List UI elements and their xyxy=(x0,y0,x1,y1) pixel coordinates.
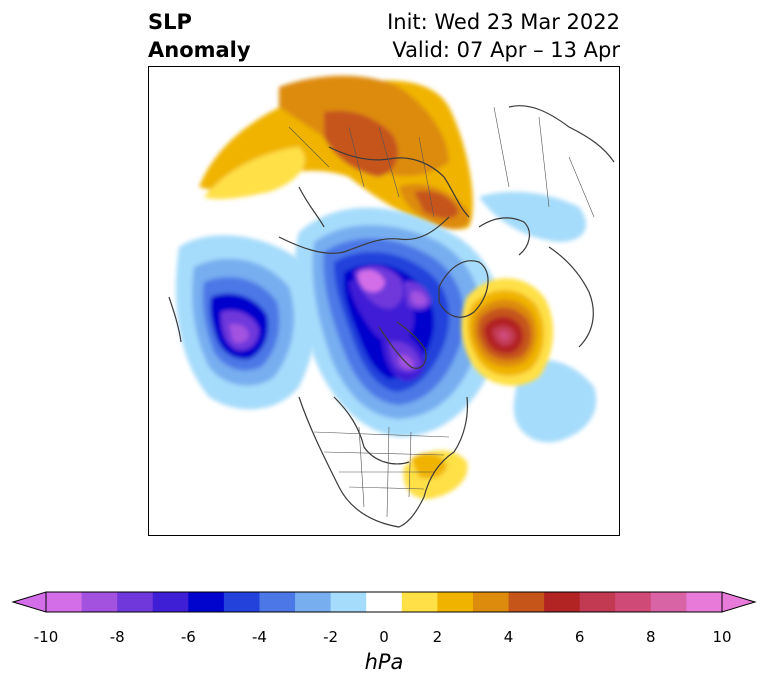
colorbar-segment xyxy=(650,592,687,612)
colorbar-segment xyxy=(579,592,616,612)
map-panel xyxy=(148,66,620,536)
init-date: Init: Wed 23 Mar 2022 xyxy=(387,10,620,34)
forecast-dates: Init: Wed 23 Mar 2022 Valid: 07 Apr – 13… xyxy=(387,8,620,64)
colorbar-tick-label: -10 xyxy=(33,628,59,646)
colorbar-segment xyxy=(259,592,296,612)
title-field: Anomaly xyxy=(148,38,251,62)
title-variable: SLP xyxy=(148,10,192,34)
colorbar-segment xyxy=(330,592,367,612)
colorbar-segment xyxy=(46,592,83,612)
colorbar-tick-label: 0 xyxy=(379,628,389,646)
negative-anomaly-pacific xyxy=(175,235,318,410)
positive-anomaly-atlantic xyxy=(461,278,554,386)
colorbar-segment xyxy=(544,592,581,612)
map-title: SLP Anomaly xyxy=(148,8,251,64)
colorbar-segment xyxy=(401,592,438,612)
colorbar-segment xyxy=(472,592,510,612)
positive-anomaly-east-coast xyxy=(403,450,468,500)
colorbar-segments xyxy=(46,592,723,612)
colorbar-segment xyxy=(81,592,118,612)
colorbar-segment xyxy=(366,592,403,612)
colorbar-segment xyxy=(295,592,332,612)
colorbar-tick-label: -8 xyxy=(109,628,125,646)
colorbar xyxy=(11,591,757,613)
colorbar-segment xyxy=(615,592,652,612)
colorbar-segment xyxy=(686,592,723,612)
negative-anomaly-atlantic xyxy=(479,191,597,443)
colorbar-units: hPa xyxy=(364,650,404,674)
colorbar-tick-label: 4 xyxy=(503,628,514,646)
negative-anomaly-arctic-canada xyxy=(294,207,502,437)
positive-anomaly-arctic xyxy=(199,75,473,287)
colorbar-tick-label: -4 xyxy=(252,628,267,646)
colorbar-tick-label: -6 xyxy=(180,628,196,646)
colorbar-tick-label: 2 xyxy=(432,628,443,646)
coastlines xyxy=(168,105,615,528)
slp-anomaly-map xyxy=(168,75,615,528)
colorbar-segment xyxy=(188,592,225,612)
colorbar-segment xyxy=(508,592,545,612)
colorbar-tick-label: -2 xyxy=(323,628,339,646)
colorbar-segment xyxy=(117,592,154,612)
colorbar-tick-label: 6 xyxy=(574,628,585,646)
colorbar-outline xyxy=(45,591,723,613)
country-borders xyxy=(288,106,595,518)
colorbar-segment xyxy=(152,592,189,612)
colorbar-under-arrow xyxy=(11,591,47,613)
colorbar-tick-label: 10 xyxy=(712,628,732,646)
colorbar-tick-label: 8 xyxy=(646,628,656,646)
colorbar-segment xyxy=(223,592,260,612)
valid-range: Valid: 07 Apr – 13 Apr xyxy=(392,38,620,62)
colorbar-segment xyxy=(437,592,474,612)
colorbar-over-arrow xyxy=(721,591,757,613)
